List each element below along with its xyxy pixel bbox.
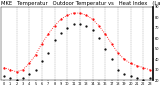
Text: MKE   Temperatur   Outdoor Temperatur vs   Heat Index   (Last 24 Hours): MKE Temperatur Outdoor Temperatur vs Hea… xyxy=(1,1,160,6)
